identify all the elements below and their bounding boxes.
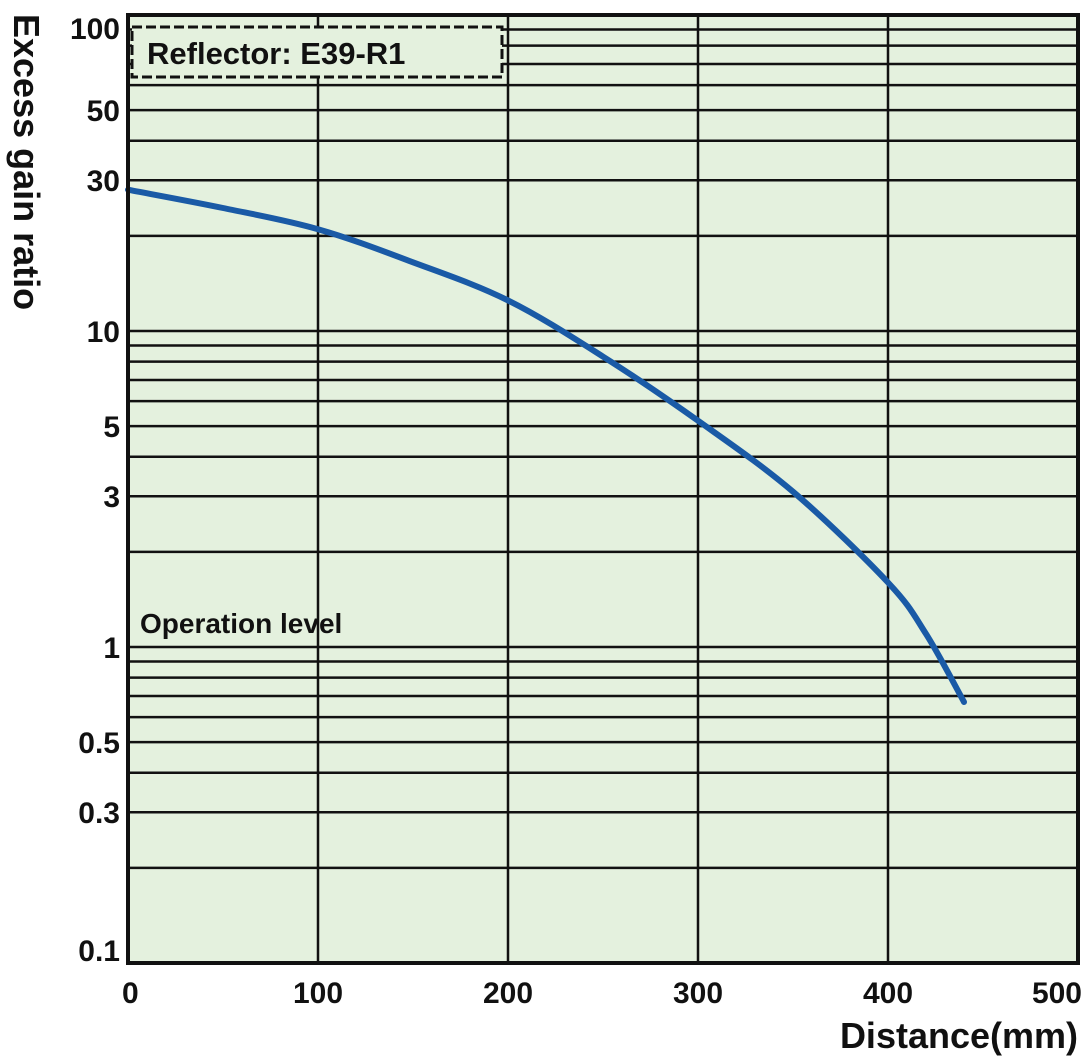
y-axis-title: Excess gain ratio bbox=[6, 14, 47, 310]
y-tick-label: 0.1 bbox=[78, 935, 120, 968]
y-tick-label: 0.5 bbox=[78, 727, 120, 760]
x-tick-label: 0 bbox=[122, 977, 139, 1010]
excess-gain-curve bbox=[125, 186, 967, 705]
plot-background bbox=[128, 15, 1078, 963]
legend-label: Reflector: E39-R1 bbox=[147, 36, 405, 71]
y-tick-label: 100 bbox=[70, 13, 120, 46]
x-tick-labels: 0 100 200 300 400 500 bbox=[122, 977, 1082, 1010]
y-tick-label: 1 bbox=[103, 632, 120, 665]
y-tick-label: 3 bbox=[103, 481, 120, 514]
y-tick-label: 10 bbox=[87, 316, 120, 349]
operation-level-label: Operation level bbox=[140, 608, 342, 639]
x-axis-title: Distance(mm) bbox=[840, 1015, 1078, 1056]
y-tick-labels: 0.1 0.3 0.5 1 3 5 10 30 50 100 bbox=[70, 13, 120, 968]
plot-frame bbox=[126, 13, 1080, 965]
x-tick-label: 300 bbox=[673, 977, 723, 1010]
legend-box-frame bbox=[130, 25, 504, 79]
y-tick-label: 50 bbox=[87, 95, 120, 128]
x-tick-label: 200 bbox=[483, 977, 533, 1010]
plot-curve-group bbox=[125, 186, 967, 705]
x-tick-label: 500 bbox=[1032, 977, 1082, 1010]
x-tick-label: 100 bbox=[293, 977, 343, 1010]
y-tick-label: 30 bbox=[87, 165, 120, 198]
y-tick-label: 5 bbox=[103, 411, 120, 444]
x-tick-label: 400 bbox=[863, 977, 913, 1010]
grid-lines bbox=[128, 15, 1078, 963]
legend-box: Reflector: E39-R1 bbox=[130, 25, 504, 79]
y-tick-label: 0.3 bbox=[78, 797, 120, 830]
